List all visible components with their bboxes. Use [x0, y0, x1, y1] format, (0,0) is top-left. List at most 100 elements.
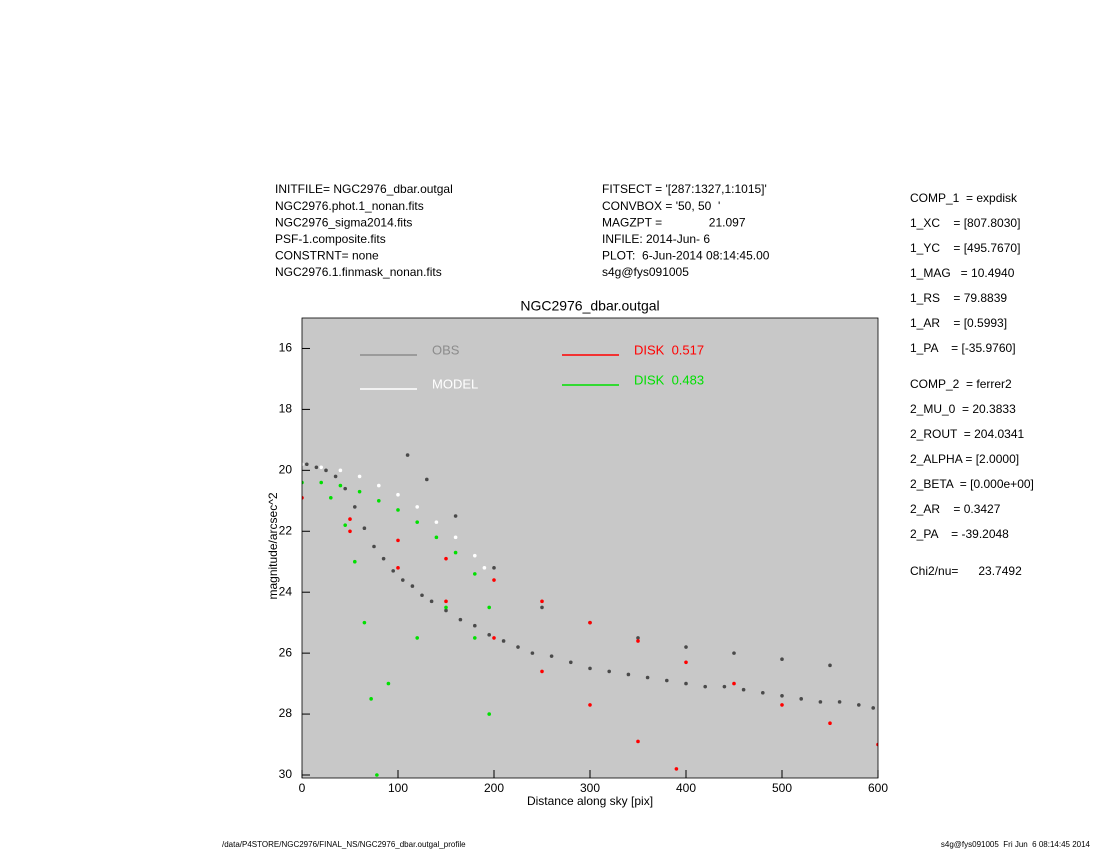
header-line: NGC2976.phot.1_nonan.fits: [275, 199, 424, 213]
point: [357, 474, 362, 479]
point: [636, 739, 640, 744]
point: [487, 712, 492, 716]
point: [780, 693, 784, 698]
point: [857, 703, 861, 707]
point: [871, 706, 875, 710]
point: [588, 666, 592, 671]
point: [444, 605, 448, 610]
parameter: 2_ALPHA = [2.0000]: [910, 452, 1019, 466]
point: [401, 578, 405, 582]
point: [302, 462, 304, 467]
x-axis-label: Distance along sky [pix]: [527, 794, 653, 808]
parameter: 2_MU_0 = 20.3833: [910, 402, 1016, 416]
point: [780, 657, 784, 662]
point: [453, 535, 458, 540]
header-line: NGC2976.1.finmask_nonan.fits: [275, 265, 442, 279]
point: [444, 556, 448, 561]
point: [492, 636, 496, 640]
legend-label: DISK 0.517: [634, 342, 704, 357]
parameter: 2_AR = 0.3427: [910, 502, 1001, 516]
point: [375, 773, 379, 777]
point: [343, 523, 348, 527]
point: [828, 721, 832, 726]
legend-label: DISK 0.483: [634, 372, 704, 387]
point: [458, 617, 463, 622]
point: [761, 690, 765, 695]
point: [405, 453, 410, 457]
parameter: 1_XC = [807.8030]: [910, 216, 1020, 230]
point: [487, 605, 492, 610]
header-line: MAGZPT = 21.097: [602, 215, 746, 229]
x-tick-label: 600: [868, 781, 888, 795]
header-line: INFILE: 2014-Jun- 6: [602, 232, 710, 246]
point: [473, 623, 477, 628]
point: [453, 514, 458, 518]
header-line: FITSECT = '[287:1327,1:1015]': [602, 182, 767, 196]
point: [386, 681, 391, 686]
point: [362, 620, 367, 625]
header-line: s4g@fys091005: [602, 265, 689, 279]
y-tick-label: 30: [279, 767, 293, 781]
point: [799, 697, 803, 701]
x-tick-label: 100: [388, 781, 408, 795]
point: [420, 593, 424, 598]
plot-area: [302, 318, 878, 778]
parameter: 1_YC = [495.7670]: [910, 241, 1020, 255]
parameter: 1_AR = [0.5993]: [910, 316, 1007, 330]
point: [636, 639, 640, 643]
x-tick-label: 200: [484, 781, 504, 795]
point: [377, 499, 381, 503]
point: [343, 486, 348, 491]
point: [353, 505, 357, 509]
parameter: 2_ROUT = 204.0341: [910, 427, 1025, 441]
point: [569, 660, 573, 665]
point: [492, 566, 496, 570]
chart-title: NGC2976_dbar.outgal: [520, 298, 659, 314]
point: [837, 700, 842, 704]
point: [645, 675, 650, 680]
y-axis-label: magnitude/arcsec^2: [266, 492, 280, 599]
point: [415, 520, 420, 524]
y-tick-label: 26: [279, 645, 293, 659]
point: [780, 703, 784, 707]
point: [319, 480, 324, 485]
point: [348, 517, 352, 521]
point: [540, 599, 544, 604]
point: [540, 669, 544, 674]
point: [703, 684, 707, 689]
point: [549, 654, 554, 658]
point: [487, 633, 492, 637]
point: [410, 584, 415, 588]
point: [473, 553, 477, 558]
point: [302, 495, 304, 500]
x-tick-label: 400: [676, 781, 696, 795]
point: [684, 645, 688, 649]
point: [314, 465, 319, 470]
parameter: 2_PA = -39.2048: [910, 527, 1009, 541]
point: [588, 703, 592, 707]
point: [305, 462, 309, 467]
header-line: CONSTRNT= none: [275, 249, 379, 263]
point: [530, 651, 535, 655]
point: [636, 636, 640, 640]
point: [369, 697, 373, 701]
footer-stamp: s4g@fys091005 Fri Jun 6 08:14:45 2014: [941, 840, 1091, 849]
point: [626, 672, 631, 677]
header-line: NGC2976_sigma2014.fits: [275, 215, 412, 229]
point: [444, 599, 448, 604]
point: [329, 495, 333, 500]
chi2: Chi2/nu= 23.7492: [910, 564, 1022, 578]
y-tick-label: 22: [279, 523, 293, 537]
point: [722, 684, 727, 689]
point: [434, 520, 439, 524]
point: [348, 529, 352, 534]
point: [333, 474, 338, 479]
point: [381, 556, 386, 561]
point: [732, 651, 736, 655]
point: [338, 483, 343, 488]
y-tick-label: 28: [279, 706, 293, 720]
y-tick-label: 16: [279, 341, 293, 355]
header-line: INITFILE= NGC2976_dbar.outgal: [275, 182, 453, 196]
point: [828, 663, 832, 668]
point: [425, 477, 429, 482]
